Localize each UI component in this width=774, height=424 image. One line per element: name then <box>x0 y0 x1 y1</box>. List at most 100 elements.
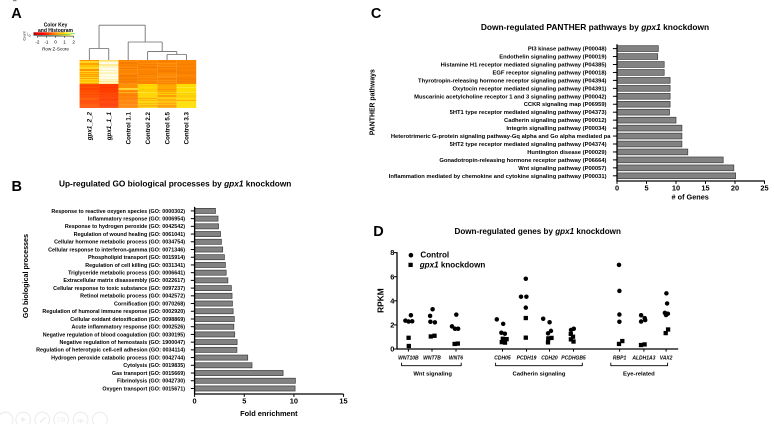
svg-text:Inflammation mediated by chemo: Inflammation mediated by chemokine and c… <box>389 174 607 180</box>
svg-text:Fold enrichment: Fold enrichment <box>240 409 298 418</box>
svg-text:D: D <box>373 224 383 240</box>
svg-text:Thyrotropin-releasing hormone: Thyrotropin-releasing hormone receptor s… <box>418 78 607 84</box>
svg-text:Acute inflammatory response (G: Acute inflammatory response (GO: 0002526… <box>71 325 185 331</box>
svg-text:WNT7B: WNT7B <box>423 356 441 362</box>
svg-text:ALDH1A3: ALDH1A3 <box>631 356 655 362</box>
svg-text:5HT2 type receptor mediated si: 5HT2 type receptor mediated signaling pa… <box>450 142 607 148</box>
svg-text:Huntington disease (P00029): Huntington disease (P00029) <box>527 150 606 156</box>
svg-text:gpx1_1_1: gpx1_1_1 <box>106 111 113 141</box>
svg-text:PCDHGB5: PCDHGB5 <box>561 356 586 362</box>
svg-text:Control: Control <box>420 251 449 260</box>
svg-text:-1: -1 <box>44 40 49 45</box>
svg-text:Cadherin signaling pathway (P0: Cadherin signaling pathway (P00012) <box>504 118 607 124</box>
svg-text:CCKR signaling map (P06959): CCKR signaling map (P06959) <box>524 102 607 108</box>
svg-text:Negative regulation of blood c: Negative regulation of blood coagulation… <box>43 332 185 338</box>
svg-text:CB: CB <box>57 418 65 424</box>
svg-text:0: 0 <box>615 183 619 192</box>
svg-text:10: 10 <box>290 397 298 406</box>
svg-text:8: 8 <box>390 248 394 257</box>
svg-text:-2: -2 <box>35 40 40 45</box>
svg-text:15: 15 <box>339 397 347 406</box>
svg-text:Color Key: Color Key <box>44 23 68 29</box>
svg-text:Control 2.2: Control 2.2 <box>145 111 152 144</box>
svg-text:PANTHER pathways: PANTHER pathways <box>370 69 377 135</box>
svg-text:Integrin signalling pathway (P: Integrin signalling pathway (P00034) <box>506 126 606 132</box>
svg-text:B: B <box>12 179 22 195</box>
svg-text:Gas transport (GO: 0015669): Gas transport (GO: 0015669) <box>112 371 185 377</box>
svg-text:Down-regulated PANTHER pathway: Down-regulated PANTHER pathways by gpx1 … <box>481 22 709 32</box>
svg-text:PI3 kinase pathway (P00048): PI3 kinase pathway (P00048) <box>528 47 607 53</box>
svg-text:RBP1: RBP1 <box>613 356 627 362</box>
svg-text:0: 0 <box>29 34 31 38</box>
svg-text:4: 4 <box>390 296 395 305</box>
svg-text:Eye-related: Eye-related <box>623 372 655 378</box>
svg-text:Cellular response to toxic sub: Cellular response to toxic substance (GO… <box>53 286 185 292</box>
svg-text:Histamine H1 receptor mediated: Histamine H1 receptor mediated signaling… <box>441 62 607 68</box>
svg-text:Oxytocin receptor mediated sig: Oxytocin receptor mediated signaling pat… <box>453 86 607 92</box>
svg-text:Regulation of humoral immune r: Regulation of humoral immune response (G… <box>42 309 185 315</box>
svg-text:VAX2: VAX2 <box>660 356 673 362</box>
svg-text:Negative regulation of hemosta: Negative regulation of hemostasis (GO: 1… <box>59 340 185 346</box>
svg-text:Control 3.3: Control 3.3 <box>184 111 191 144</box>
svg-text:# of Genes: # of Genes <box>672 193 709 202</box>
svg-text:EGF receptor signaling pathway: EGF receptor signaling pathway (P00018) <box>492 70 606 76</box>
svg-text:Cellular response to interfero: Cellular response to interferon-gamma (G… <box>48 247 185 253</box>
svg-text:and Histogram: and Histogram <box>38 28 74 34</box>
svg-text:2: 2 <box>390 321 394 330</box>
svg-text:Up-regulated GO biological pro: Up-regulated GO biological processes by … <box>59 179 291 189</box>
svg-text:Down-regulated genes by gpx1 k: Down-regulated genes by gpx1 knockdown <box>454 227 620 236</box>
svg-text:Cornification (GO: 0070268): Cornification (GO: 0070268) <box>114 301 185 307</box>
svg-text:Heterotrimeric G-protein signa: Heterotrimeric G-protein signaling pathw… <box>391 134 611 140</box>
svg-text:RPKM: RPKM <box>376 288 386 313</box>
svg-text:WNT6: WNT6 <box>449 356 463 362</box>
svg-text:0: 0 <box>390 345 394 354</box>
svg-text:25: 25 <box>760 183 768 192</box>
svg-text:Muscarinic acetylcholine recep: Muscarinic acetylcholine receptor 1 and … <box>414 94 606 100</box>
svg-text:Cellular hormone metabolic pro: Cellular hormone metabolic process (GO: … <box>54 240 185 246</box>
svg-text:0: 0 <box>193 397 197 406</box>
svg-text:Wnt signaling: Wnt signaling <box>413 372 452 378</box>
svg-text:Cellular oxidant detoxificatio: Cellular oxidant detoxification (GO: 009… <box>70 317 185 323</box>
svg-text:5HT1 type receptor mediated si: 5HT1 type receptor mediated signaling pa… <box>450 110 607 116</box>
svg-text:Fibrinolysis (GO: 0042730): Fibrinolysis (GO: 0042730) <box>117 379 185 385</box>
svg-text:Inflammatory response (GO: 000: Inflammatory response (GO: 0006954) <box>88 216 185 222</box>
svg-text:Regulation of cell killing (GO: Regulation of cell killing (GO: 0031341) <box>85 263 185 269</box>
svg-text:WNT10B: WNT10B <box>398 356 419 362</box>
svg-text:gpx1_2_2: gpx1_2_2 <box>87 111 94 141</box>
svg-text:6: 6 <box>390 272 394 281</box>
svg-text:Hydrogen peroxide catabolic pr: Hydrogen peroxide catabolic process (GO:… <box>51 355 185 361</box>
svg-text:Count: Count <box>22 31 26 40</box>
svg-text:CDH20: CDH20 <box>541 356 558 362</box>
svg-text:GO biological processes: GO biological processes <box>21 234 30 318</box>
svg-text:0: 0 <box>54 40 57 45</box>
svg-text:15: 15 <box>701 183 709 192</box>
svg-text:5: 5 <box>644 183 648 192</box>
svg-text:Regulation of wound healing (G: Regulation of wound healing (GO: 0061041… <box>74 232 186 238</box>
svg-text:Control 5.5: Control 5.5 <box>164 111 171 144</box>
svg-text:2: 2 <box>72 40 75 45</box>
svg-text:gpx1 knockdown: gpx1 knockdown <box>419 261 486 270</box>
svg-text:Oxygen transport (GO: 0015671): Oxygen transport (GO: 0015671) <box>102 386 185 392</box>
svg-text:Extracellular matrix disassemb: Extracellular matrix disassembly (GO: 00… <box>63 278 185 284</box>
svg-text:Endothelin signaling pathway (: Endothelin signaling pathway (P00019) <box>499 55 606 61</box>
svg-text:Response to hydrogen peroxide: Response to hydrogen peroxide (GO: 00425… <box>65 224 185 230</box>
svg-text:Phospholipid transport (GO: 00: Phospholipid transport (GO: 0015914) <box>88 255 185 261</box>
svg-text:CDH05: CDH05 <box>494 356 511 362</box>
svg-text:Triglyceride metabolic process: Triglyceride metabolic process (GO: 0006… <box>68 271 185 277</box>
svg-text:C: C <box>371 6 382 22</box>
svg-text:Retinol metabolic process (GO:: Retinol metabolic process (GO: 0042572) <box>80 294 185 300</box>
svg-text:10: 10 <box>672 183 680 192</box>
svg-text:Wnt signaling pathway (P00057): Wnt signaling pathway (P00057) <box>518 166 606 172</box>
svg-text:5: 5 <box>242 397 246 406</box>
svg-text:Regulation of heterotypic cell: Regulation of heterotypic cell-cell adhe… <box>36 348 185 354</box>
svg-text:PCDH19: PCDH19 <box>517 356 537 362</box>
svg-text:20: 20 <box>731 183 739 192</box>
svg-text:Row Z-Score: Row Z-Score <box>42 47 69 52</box>
svg-text:A: A <box>11 6 22 22</box>
svg-text:1: 1 <box>63 40 66 45</box>
svg-text:Gonadotropin-releasing hormone: Gonadotropin-releasing hormone receptor … <box>439 158 606 164</box>
svg-text:Control 1.1: Control 1.1 <box>125 111 132 144</box>
svg-text:Cytolysis (GO: 0019835): Cytolysis (GO: 0019835) <box>123 363 185 369</box>
svg-text:Cadherin signaling: Cadherin signaling <box>512 372 565 378</box>
svg-text:Response to reactive oxygen sp: Response to reactive oxygen species (GO:… <box>51 209 185 215</box>
